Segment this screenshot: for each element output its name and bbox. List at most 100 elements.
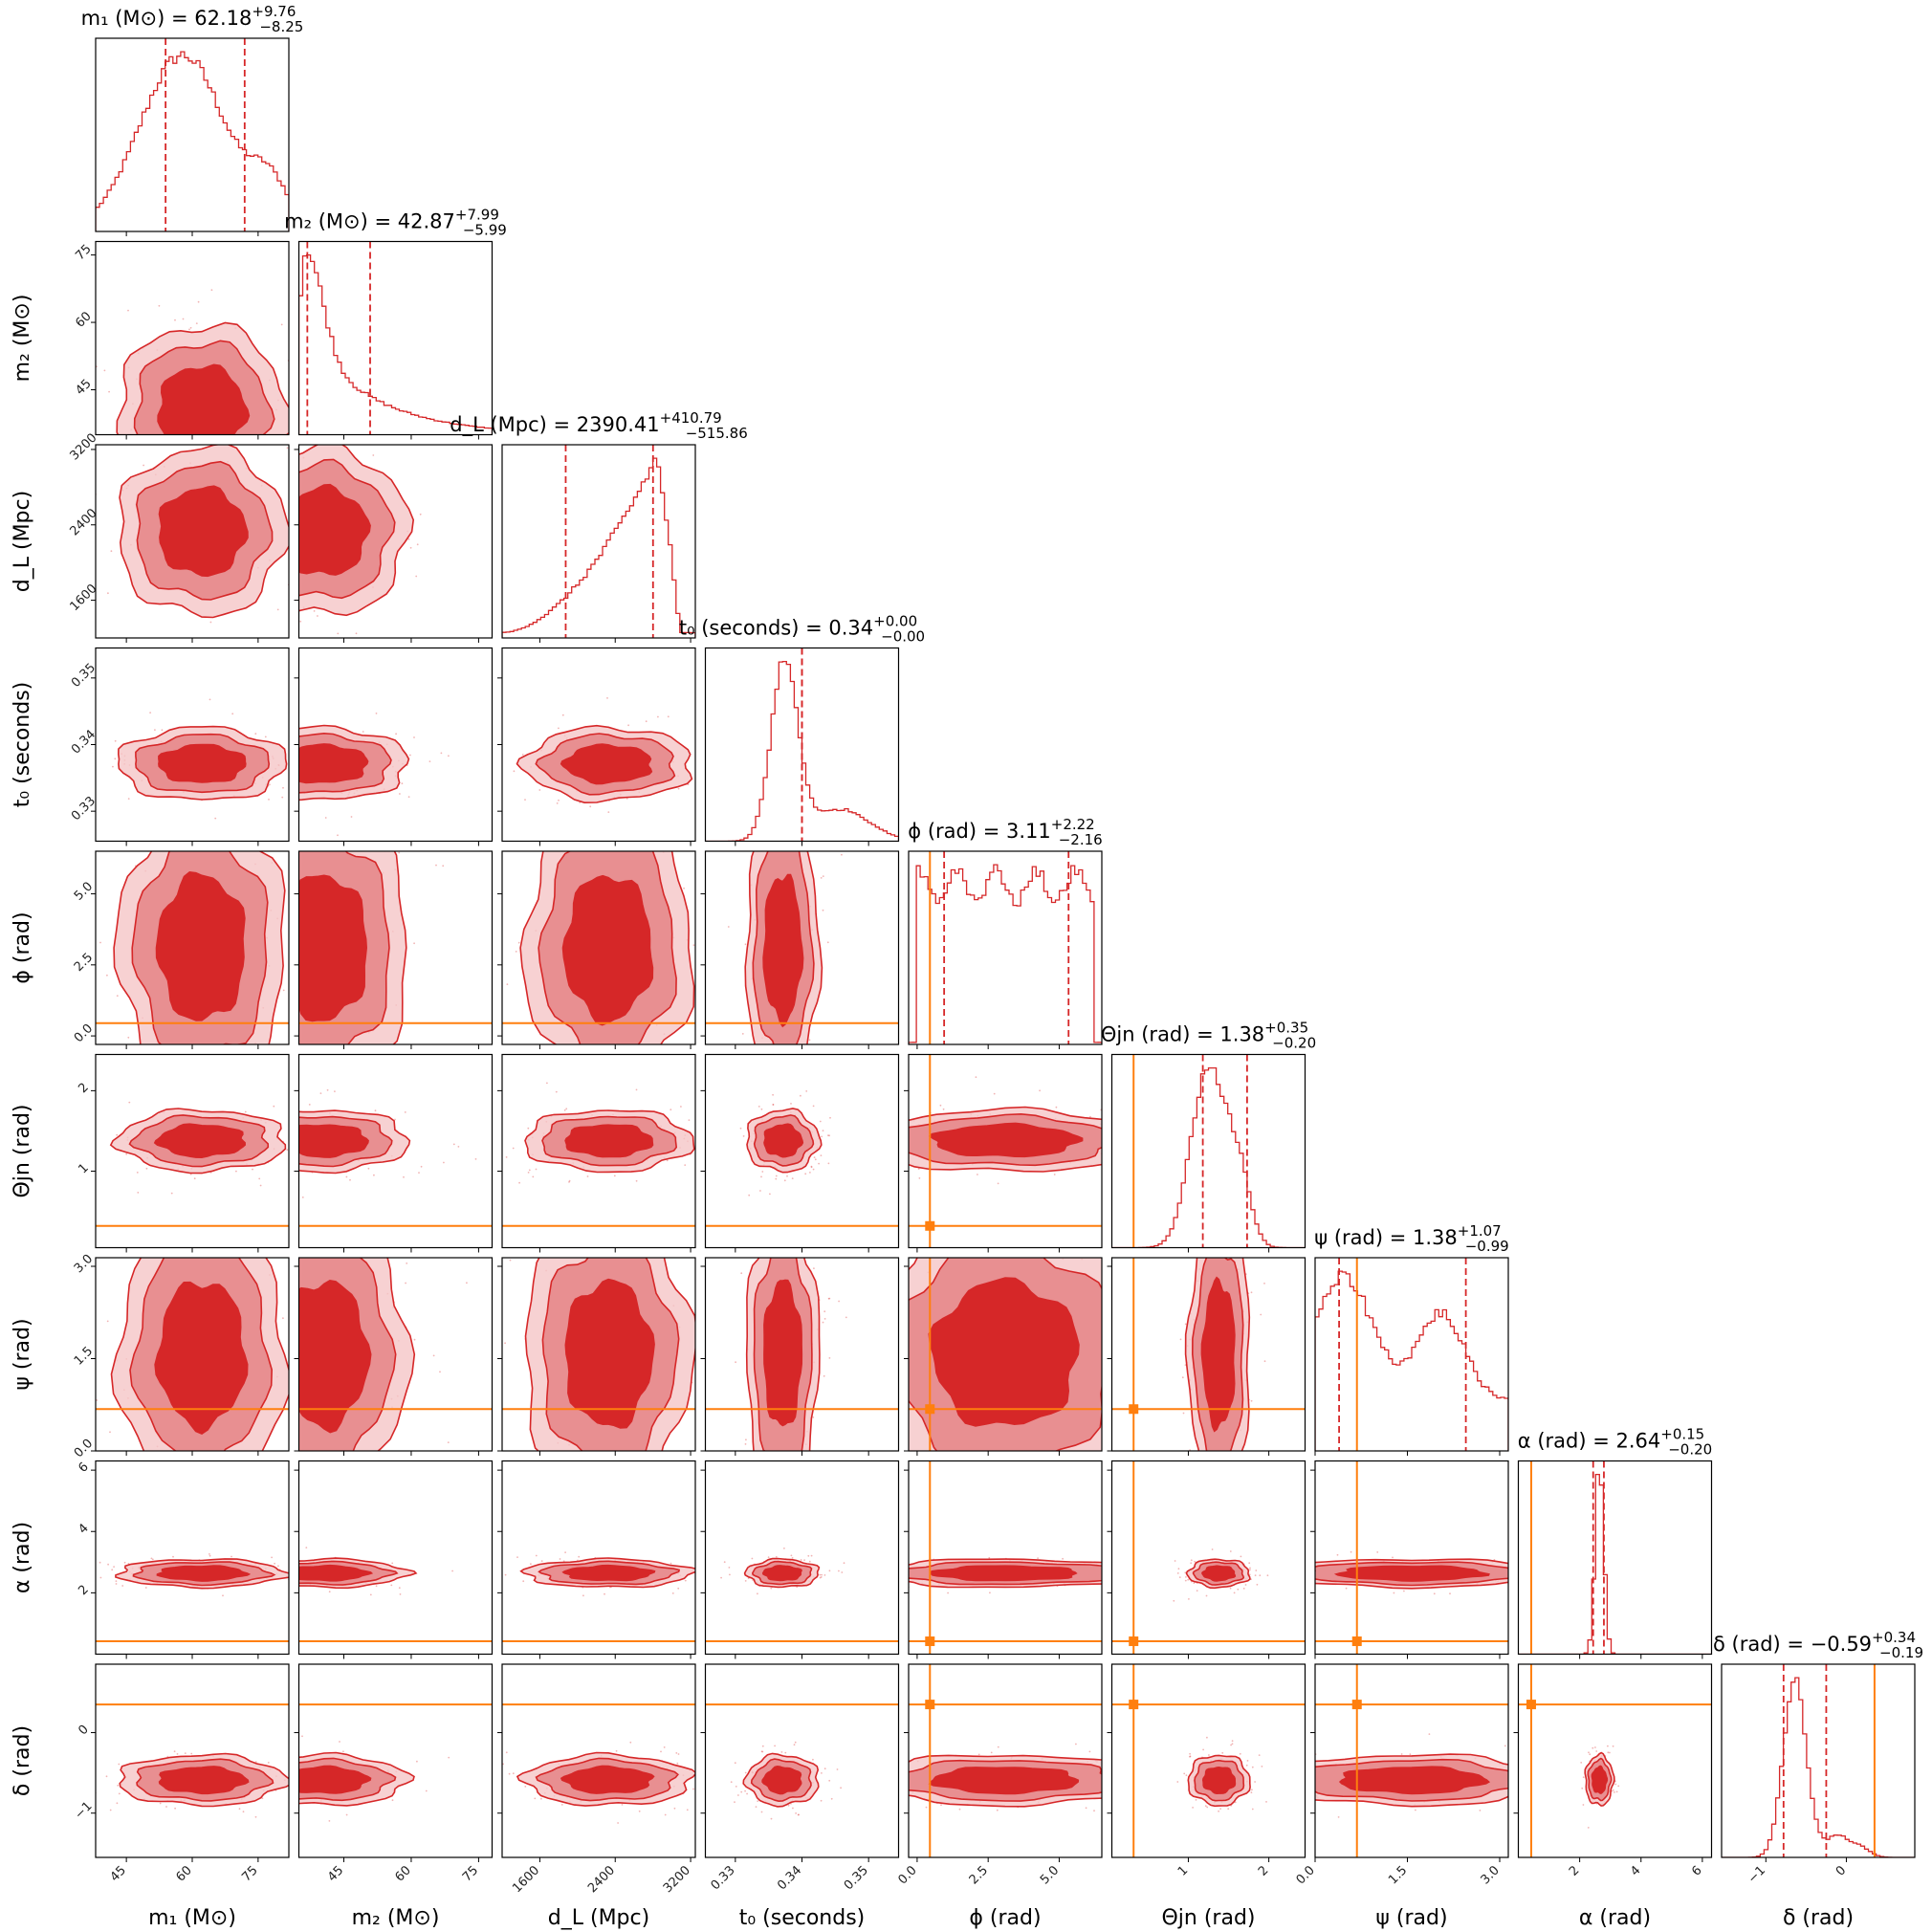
sample-point — [823, 1767, 826, 1770]
contour-dL-vs-delta — [497, 1663, 702, 1862]
contour-level — [1333, 1565, 1490, 1582]
sample-point — [197, 436, 199, 438]
sample-point — [109, 1431, 111, 1434]
sample-point — [1449, 1592, 1451, 1595]
sample-point — [127, 309, 129, 312]
sample-point — [235, 1170, 237, 1173]
sample-point — [517, 941, 520, 944]
sample-point — [905, 1783, 907, 1785]
sample-point — [123, 1561, 126, 1564]
sample-point — [589, 805, 592, 808]
contour-level — [298, 1564, 374, 1582]
sample-point — [373, 1174, 375, 1176]
contour-phi-vs-psi — [904, 1257, 1103, 1456]
contour-level — [1201, 1766, 1237, 1795]
sample-point — [1230, 1256, 1232, 1258]
sample-point — [505, 1156, 508, 1158]
sample-point — [977, 1753, 980, 1756]
histogram-step — [705, 660, 899, 842]
sample-point — [607, 811, 610, 813]
x-tick-label: 45 — [325, 1863, 346, 1884]
sample-point — [826, 941, 829, 944]
sample-point — [807, 1554, 810, 1557]
sample-point — [294, 783, 296, 785]
sample-point — [828, 1134, 830, 1137]
histogram-title-alpha: α (rad) = 2.64+0.15 −0.20 — [1518, 1426, 1712, 1459]
injection-marker — [925, 1220, 935, 1231]
sample-point — [504, 1342, 506, 1345]
sample-point — [116, 995, 119, 997]
sample-point — [670, 1109, 672, 1111]
sample-point — [452, 1143, 455, 1146]
histogram-title-delta: δ (rad) = −0.59+0.34 −0.19 — [1713, 1629, 1923, 1661]
sample-point — [136, 1172, 139, 1174]
sample-point — [684, 1164, 687, 1166]
sample-point — [146, 846, 148, 848]
sample-point — [413, 942, 415, 945]
sample-point — [294, 547, 296, 549]
sample-point — [1592, 1746, 1594, 1749]
sample-point — [1206, 1806, 1209, 1809]
sample-point — [1265, 1801, 1267, 1803]
sample-point — [282, 989, 285, 992]
sample-point — [106, 974, 108, 977]
sample-point — [143, 464, 145, 467]
sample-point — [629, 1741, 632, 1744]
y-axis-label-dL: d_L (Mpc) — [11, 491, 34, 592]
sample-point — [182, 318, 185, 320]
sample-point — [244, 1256, 246, 1258]
x-axis-label-m1: m₁ (M⊙) — [148, 1906, 236, 1930]
sample-point — [755, 1454, 757, 1456]
sample-point — [280, 323, 283, 326]
sample-point — [1177, 1568, 1180, 1570]
sample-point — [768, 1052, 770, 1054]
sample-point — [116, 1133, 119, 1136]
histogram-step — [1111, 1066, 1306, 1248]
sample-point — [261, 1797, 264, 1800]
sample-point — [258, 1177, 261, 1180]
sample-point — [248, 1255, 250, 1257]
sample-point — [115, 1583, 118, 1585]
sample-point — [812, 1416, 815, 1418]
sample-point — [409, 754, 411, 757]
sample-point — [535, 1554, 538, 1557]
contour-level — [928, 1767, 1080, 1795]
sample-point — [780, 845, 782, 847]
sample-point — [762, 1255, 764, 1257]
sample-point — [700, 1789, 702, 1791]
histogram-step — [298, 253, 493, 435]
sample-point — [564, 1551, 566, 1553]
sample-point — [264, 735, 267, 738]
sample-point — [77, 1157, 78, 1159]
sample-point — [635, 1088, 638, 1091]
sample-point — [723, 1561, 726, 1564]
contour-level — [154, 1281, 249, 1436]
sample-point — [508, 1772, 511, 1775]
sample-point — [161, 729, 164, 732]
sample-point — [813, 1156, 816, 1158]
sample-point — [1607, 1751, 1610, 1754]
histogram-phi — [908, 850, 1103, 1049]
injection-marker — [1351, 1700, 1362, 1710]
injection-marker — [1129, 1636, 1139, 1647]
sample-point — [293, 1569, 295, 1570]
sample-point — [440, 752, 443, 755]
sample-point — [474, 1158, 477, 1160]
sample-point — [244, 1110, 247, 1113]
sample-point — [407, 796, 410, 799]
panel-frame — [297, 240, 494, 436]
sample-point — [759, 1190, 761, 1192]
sample-point — [748, 1194, 751, 1197]
sample-point — [416, 543, 419, 546]
sample-point — [290, 1375, 292, 1377]
y-tick-label: 0.0 — [72, 1021, 96, 1045]
sample-point — [680, 1106, 682, 1108]
sample-point — [561, 714, 564, 716]
sample-point — [1240, 1555, 1242, 1558]
sample-point — [295, 1587, 296, 1589]
histogram-title-theta_jn: Θjn (rad) = 1.38+0.35 −0.20 — [1101, 1020, 1316, 1052]
sample-point — [1085, 1807, 1087, 1810]
sample-point — [319, 1092, 322, 1094]
sample-point — [291, 1407, 293, 1409]
sample-point — [292, 1118, 294, 1120]
